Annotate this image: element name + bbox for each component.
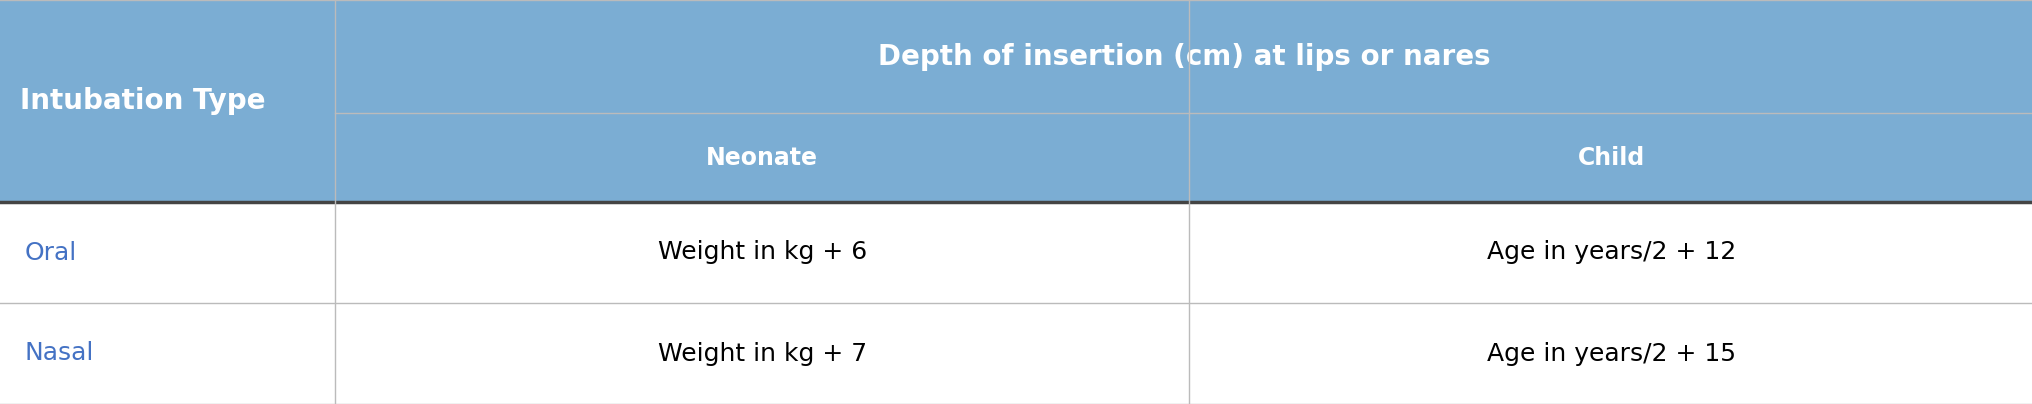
Text: Neonate: Neonate: [705, 145, 819, 170]
Bar: [0, 0, 335, 202]
Text: Depth of insertion (cm) at lips or nares: Depth of insertion (cm) at lips or nares: [878, 42, 1489, 71]
Text: Oral: Oral: [24, 240, 77, 265]
Text: Weight in kg + 7: Weight in kg + 7: [658, 341, 866, 366]
Text: Age in years/2 + 12: Age in years/2 + 12: [1485, 240, 1735, 265]
Text: Intubation Type: Intubation Type: [20, 87, 266, 115]
Text: Child: Child: [1577, 145, 1644, 170]
Bar: [0, 202, 2032, 303]
Bar: [335, 0, 2032, 202]
Bar: [0, 303, 2032, 404]
Text: Nasal: Nasal: [24, 341, 93, 366]
Text: Weight in kg + 6: Weight in kg + 6: [658, 240, 866, 265]
Text: Age in years/2 + 15: Age in years/2 + 15: [1485, 341, 1735, 366]
